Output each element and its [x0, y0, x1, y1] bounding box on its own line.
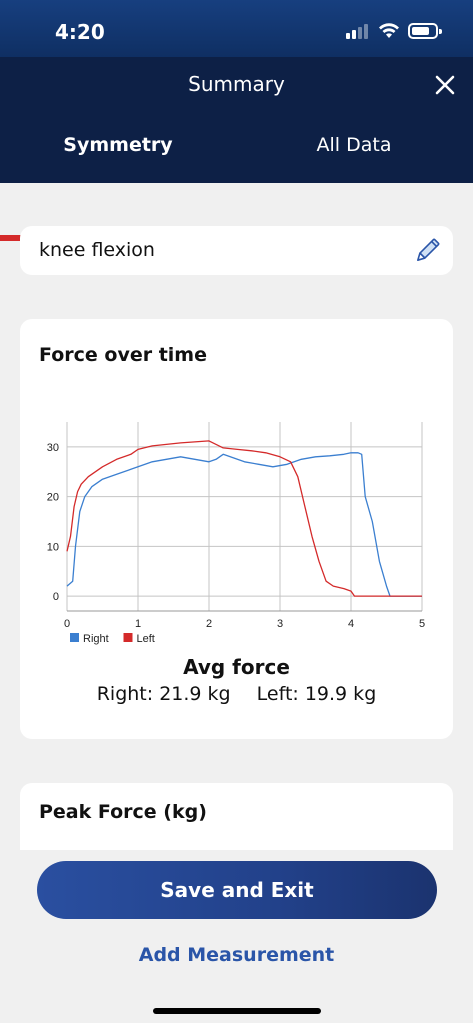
status-time: 4:20: [55, 20, 105, 44]
exercise-name: knee flexion: [39, 239, 155, 261]
avg-force-values: Right: 21.9 kg Left: 19.9 kg: [20, 683, 453, 705]
tab-all-data[interactable]: All Data: [316, 134, 392, 156]
force-chart-card: Force over time 0 1 2 3 4 5 0 10 20 30 Right Left A…: [20, 319, 453, 739]
x-tick-label: 2: [206, 618, 212, 630]
add-measurement-link[interactable]: Add Measurement: [138, 944, 335, 966]
tab-bar: Symmetry All Data: [0, 117, 473, 241]
legend-swatch-left: [123, 633, 133, 642]
x-tick-label: 5: [419, 618, 425, 630]
cellular-signal-icon: [346, 24, 370, 39]
exercise-name-card: knee flexion: [20, 226, 453, 275]
legend-swatch-right: [70, 633, 79, 642]
x-tick-label: 0: [64, 618, 70, 630]
y-tick-label: 30: [47, 442, 59, 454]
x-tick-label: 1: [135, 618, 141, 630]
home-indicator: [153, 1008, 321, 1014]
series-line-right: [66, 452, 422, 597]
legend-label-right: Right: [83, 633, 109, 645]
status-bar: 4:20: [0, 0, 473, 57]
page-title: Summary: [188, 72, 285, 96]
y-tick-label: 0: [53, 591, 59, 603]
y-tick-label: 10: [47, 541, 59, 553]
force-over-time-chart: 0 1 2 3 4 5 0 10 20 30 Right Left: [47, 422, 425, 645]
avg-right-value: Right: 21.9 kg: [96, 683, 231, 705]
peak-force-title: Peak Force (kg): [39, 801, 207, 823]
battery-icon: [408, 23, 442, 39]
close-icon[interactable]: [431, 71, 459, 99]
series-line-left: [66, 440, 422, 597]
x-tick-label: 4: [348, 618, 354, 630]
save-and-exit-button[interactable]: Save and Exit: [37, 861, 437, 919]
y-tick-label: 20: [47, 492, 59, 504]
wifi-icon: [379, 23, 399, 38]
avg-left-value: Left: 19.9 kg: [256, 683, 377, 705]
edit-pencil-icon[interactable]: [412, 236, 442, 266]
avg-force-title: Avg force: [183, 655, 290, 679]
legend-label-left: Left: [137, 633, 155, 645]
chart-title: Force over time: [39, 344, 207, 366]
nav-bar: Summary Symmetry All Data: [0, 57, 473, 241]
tab-symmetry[interactable]: Symmetry: [63, 134, 173, 156]
x-tick-label: 3: [277, 618, 283, 630]
